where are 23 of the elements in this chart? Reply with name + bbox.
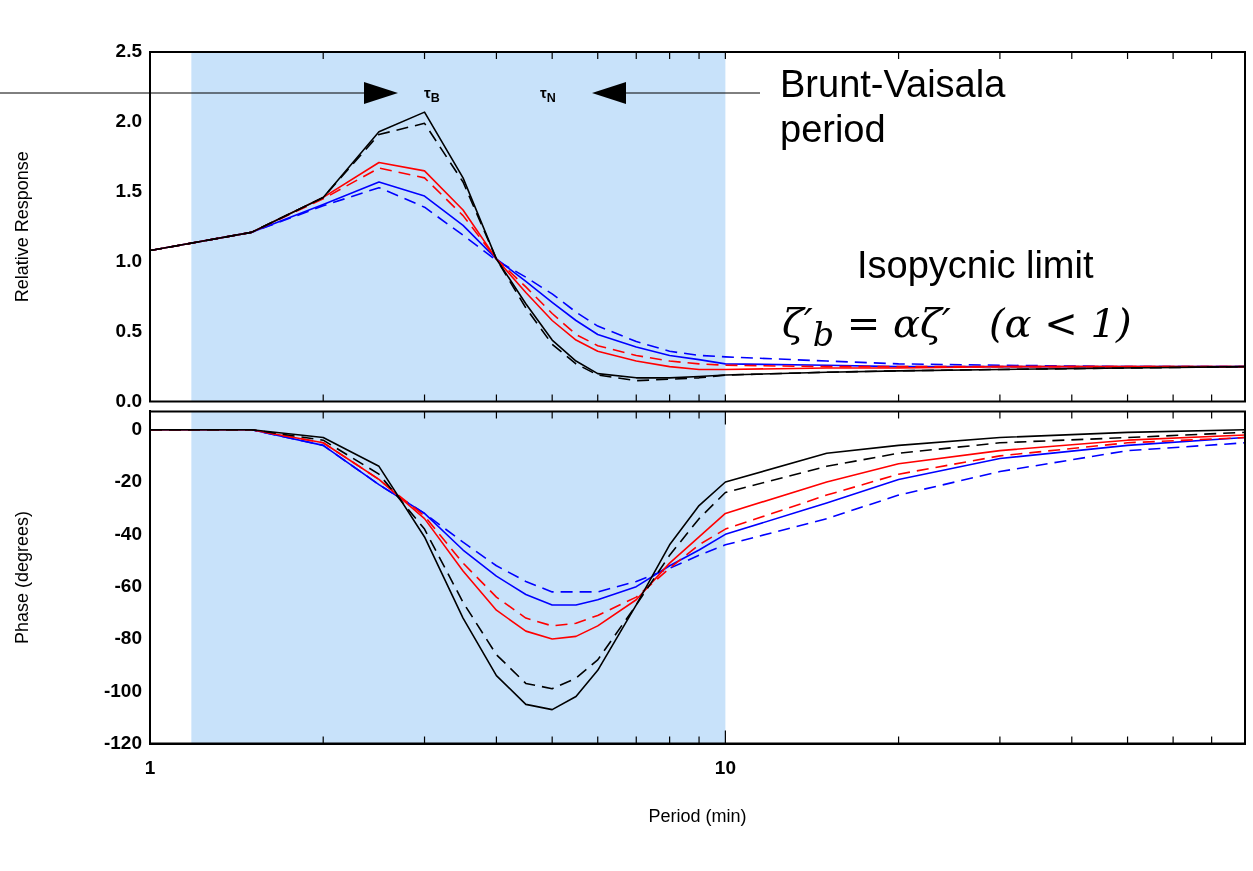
annotation: Isopycnic limit [857, 243, 1095, 288]
y-tick-label: 0 [131, 417, 142, 439]
x-tick-label: 1 [144, 757, 156, 779]
y-tick-label: 1.5 [115, 180, 143, 202]
x-tick-label: 10 [714, 757, 736, 779]
y-tick-label: -60 [114, 574, 142, 596]
annotation: τ$_{B}$ [424, 84, 441, 106]
y-axis-title: Relative Response [11, 151, 32, 303]
y-tick-label: -120 [103, 731, 142, 753]
y-tick-label: 2.0 [115, 110, 142, 132]
y-tick-label: 1.0 [115, 249, 142, 271]
annotation: Brunt-Vaisala period [780, 62, 1007, 152]
y-tick-label: 2.5 [115, 40, 143, 62]
y-tick-label: -100 [103, 679, 142, 701]
y-tick-label: 0.0 [115, 389, 142, 411]
y-tick-label: -20 [114, 470, 142, 492]
y-tick-label: -80 [114, 627, 142, 649]
x-axis-title: Period (min) [648, 806, 747, 827]
y-tick-label: -40 [114, 522, 142, 544]
y-axis-title: Phase (degrees) [11, 510, 32, 645]
y-tick-label: 0.5 [115, 319, 143, 341]
annotation: ζ′$_{b}$ = αζ′ (α < 1) [782, 300, 1133, 355]
annotation: τ$_{N}$ [540, 84, 557, 106]
